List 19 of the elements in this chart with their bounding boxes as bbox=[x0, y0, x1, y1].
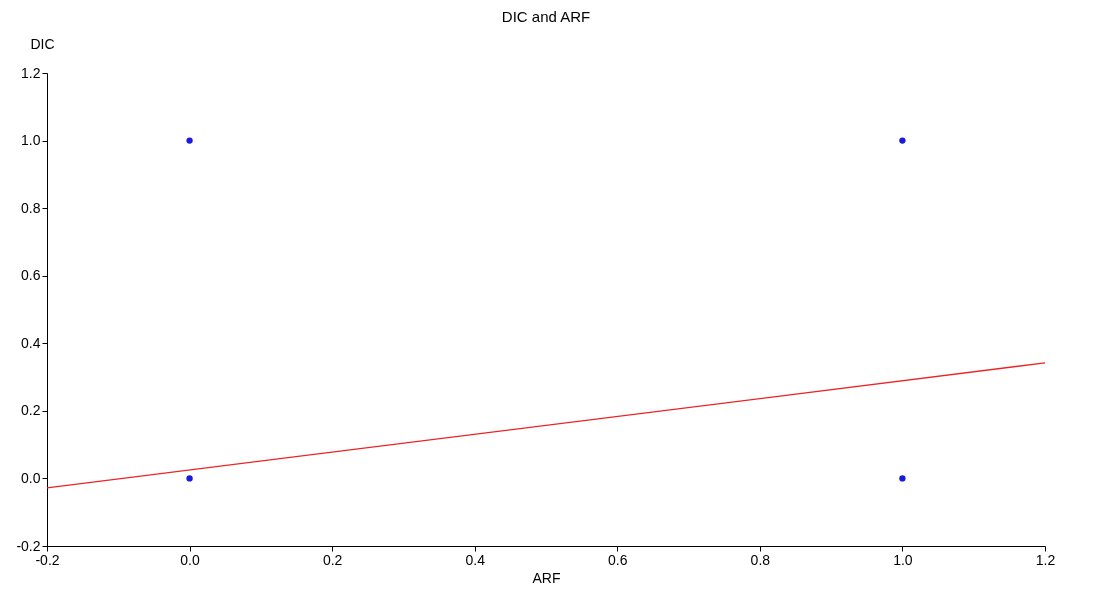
y-axis-title: DIC bbox=[30, 35, 55, 52]
x-axis-title: ARF bbox=[532, 569, 561, 586]
x-tick-label: 1.0 bbox=[893, 551, 913, 568]
x-tick-label: 0.2 bbox=[322, 551, 343, 568]
y-tick-label: 0.6 bbox=[21, 267, 41, 284]
y-tick-label: 1.2 bbox=[21, 64, 41, 81]
y-tick-label: 0.0 bbox=[21, 469, 41, 486]
x-tick-label: -0.2 bbox=[35, 551, 60, 568]
y-tick-label: -0.2 bbox=[16, 537, 41, 554]
x-tick-label: 0.8 bbox=[750, 551, 771, 568]
y-tick-label: 0.8 bbox=[21, 199, 41, 216]
y-tick-label: 1.0 bbox=[21, 132, 41, 149]
x-tick-label: 1.2 bbox=[1035, 551, 1056, 568]
chart-title: DIC and ARF bbox=[501, 8, 591, 25]
x-tick-label: 0.6 bbox=[608, 551, 628, 568]
y-tick-label: 0.2 bbox=[21, 402, 41, 419]
x-tick-label: 0.0 bbox=[180, 551, 201, 568]
x-tick-label: 0.4 bbox=[465, 551, 486, 568]
y-tick-label: 0.4 bbox=[21, 334, 41, 351]
